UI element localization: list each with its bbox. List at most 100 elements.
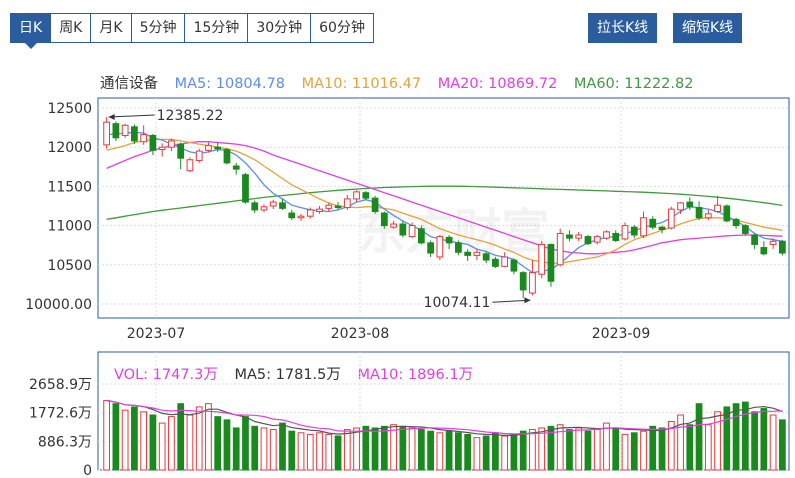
tab-daily-k[interactable]: 日K xyxy=(11,14,52,49)
volume-bar xyxy=(640,430,647,471)
candle-body xyxy=(677,202,684,211)
volume-bar xyxy=(649,425,657,471)
volume-bar xyxy=(492,432,499,471)
ma20-legend: MA20: 10869.72 xyxy=(437,76,558,92)
volume-bar xyxy=(779,419,786,471)
candle-body xyxy=(649,218,657,228)
candle-body xyxy=(584,236,592,245)
volume-bar xyxy=(760,408,768,471)
candle-body xyxy=(603,231,610,239)
tab-15min[interactable]: 15分钟 xyxy=(185,14,249,42)
candle-body xyxy=(769,240,777,245)
volume-bar xyxy=(399,425,407,471)
candle-body xyxy=(519,272,527,291)
candle-body xyxy=(723,205,731,222)
volume-bar xyxy=(519,430,527,471)
candle-body xyxy=(260,206,268,211)
volume-bar xyxy=(723,406,731,471)
volume-bar xyxy=(732,403,740,471)
volume-bar xyxy=(427,430,434,471)
vol-legend: VOL: 1747.3万 xyxy=(114,367,218,383)
volume-bar xyxy=(473,437,481,471)
candle-body xyxy=(306,209,314,217)
candle-body xyxy=(353,191,360,200)
candle-body xyxy=(232,165,240,170)
volume-bar xyxy=(658,427,666,471)
price-tick-label: 11500 xyxy=(47,179,92,195)
volume-bar xyxy=(297,432,305,471)
volume-bar xyxy=(232,427,240,471)
volume-bar xyxy=(380,425,388,471)
candle-body xyxy=(371,197,379,212)
candle-body xyxy=(269,201,277,207)
candle-body xyxy=(177,143,185,159)
volume-bar xyxy=(149,414,157,471)
price-tick-label: 10500 xyxy=(47,258,92,274)
tab-30min[interactable]: 30分钟 xyxy=(248,14,312,42)
candle-body xyxy=(529,272,536,294)
stretch-kline-button[interactable]: 拉长K线 xyxy=(588,13,658,43)
tab-60min[interactable]: 60分钟 xyxy=(311,14,373,42)
volume-bar xyxy=(103,399,110,471)
volume-bar xyxy=(362,425,370,471)
volume-bar xyxy=(455,432,462,471)
candle-body xyxy=(334,205,342,209)
candle-body xyxy=(741,225,749,234)
candle-body xyxy=(325,204,333,209)
candle-body xyxy=(630,226,638,236)
candle-body xyxy=(158,146,166,151)
candle-body xyxy=(214,146,222,150)
candle-body xyxy=(408,225,416,238)
candle-body xyxy=(751,234,758,245)
low-annotation-label: 10074.11 xyxy=(424,295,491,311)
watermark-text: 东方财富 xyxy=(357,204,549,260)
volume-bar xyxy=(677,414,684,471)
volume-bar xyxy=(667,420,675,471)
candle-body xyxy=(760,247,768,255)
volume-tick-label: 2658.9万 xyxy=(29,377,92,393)
high-annotation-arrow xyxy=(108,113,115,120)
volume-bar xyxy=(408,427,416,471)
volume-bar xyxy=(223,419,231,471)
price-tick-label: 11000 xyxy=(47,219,92,235)
candle-body xyxy=(186,159,194,172)
candle-body xyxy=(714,204,721,212)
tab-monthly-k[interactable]: 月K xyxy=(91,14,132,42)
volume-bar xyxy=(769,414,777,471)
volume-bar xyxy=(695,403,703,471)
candle-body xyxy=(112,123,120,139)
volume-bar xyxy=(436,432,444,471)
candle-body xyxy=(482,253,490,261)
volume-bar xyxy=(306,433,314,471)
tab-5min[interactable]: 5分钟 xyxy=(131,14,186,42)
volume-tick-label: 0 xyxy=(83,463,92,478)
candle-body xyxy=(695,207,703,219)
volume-ma10-line xyxy=(106,399,783,435)
instrument-name: 通信设备 xyxy=(100,76,158,92)
candle-body xyxy=(195,150,203,162)
volume-bar xyxy=(482,435,490,471)
vol-ma5-legend: MA5: 1781.5万 xyxy=(234,367,341,383)
volume-bar xyxy=(704,424,712,471)
candle-body xyxy=(362,192,370,199)
volume-bar xyxy=(121,409,129,471)
volume-bar xyxy=(158,422,166,471)
volume-bar xyxy=(334,435,342,471)
tab-weekly-k[interactable]: 周K xyxy=(51,14,92,42)
candle-body xyxy=(593,236,601,243)
volume-bar xyxy=(575,427,583,471)
volume-bar xyxy=(251,425,259,471)
candle-body xyxy=(547,243,555,282)
volume-bar xyxy=(603,422,610,471)
candle-body xyxy=(501,256,509,267)
candle-body xyxy=(538,243,546,275)
candle-body xyxy=(556,232,564,266)
volume-bar xyxy=(195,406,203,471)
volume-bar xyxy=(556,424,564,471)
vol-ma10-legend: MA10: 1896.1万 xyxy=(357,367,474,383)
shorten-kline-button[interactable]: 缩短K线 xyxy=(673,13,743,43)
volume-bar xyxy=(445,430,453,471)
candle-body xyxy=(242,174,249,203)
volume-bar xyxy=(371,427,379,471)
